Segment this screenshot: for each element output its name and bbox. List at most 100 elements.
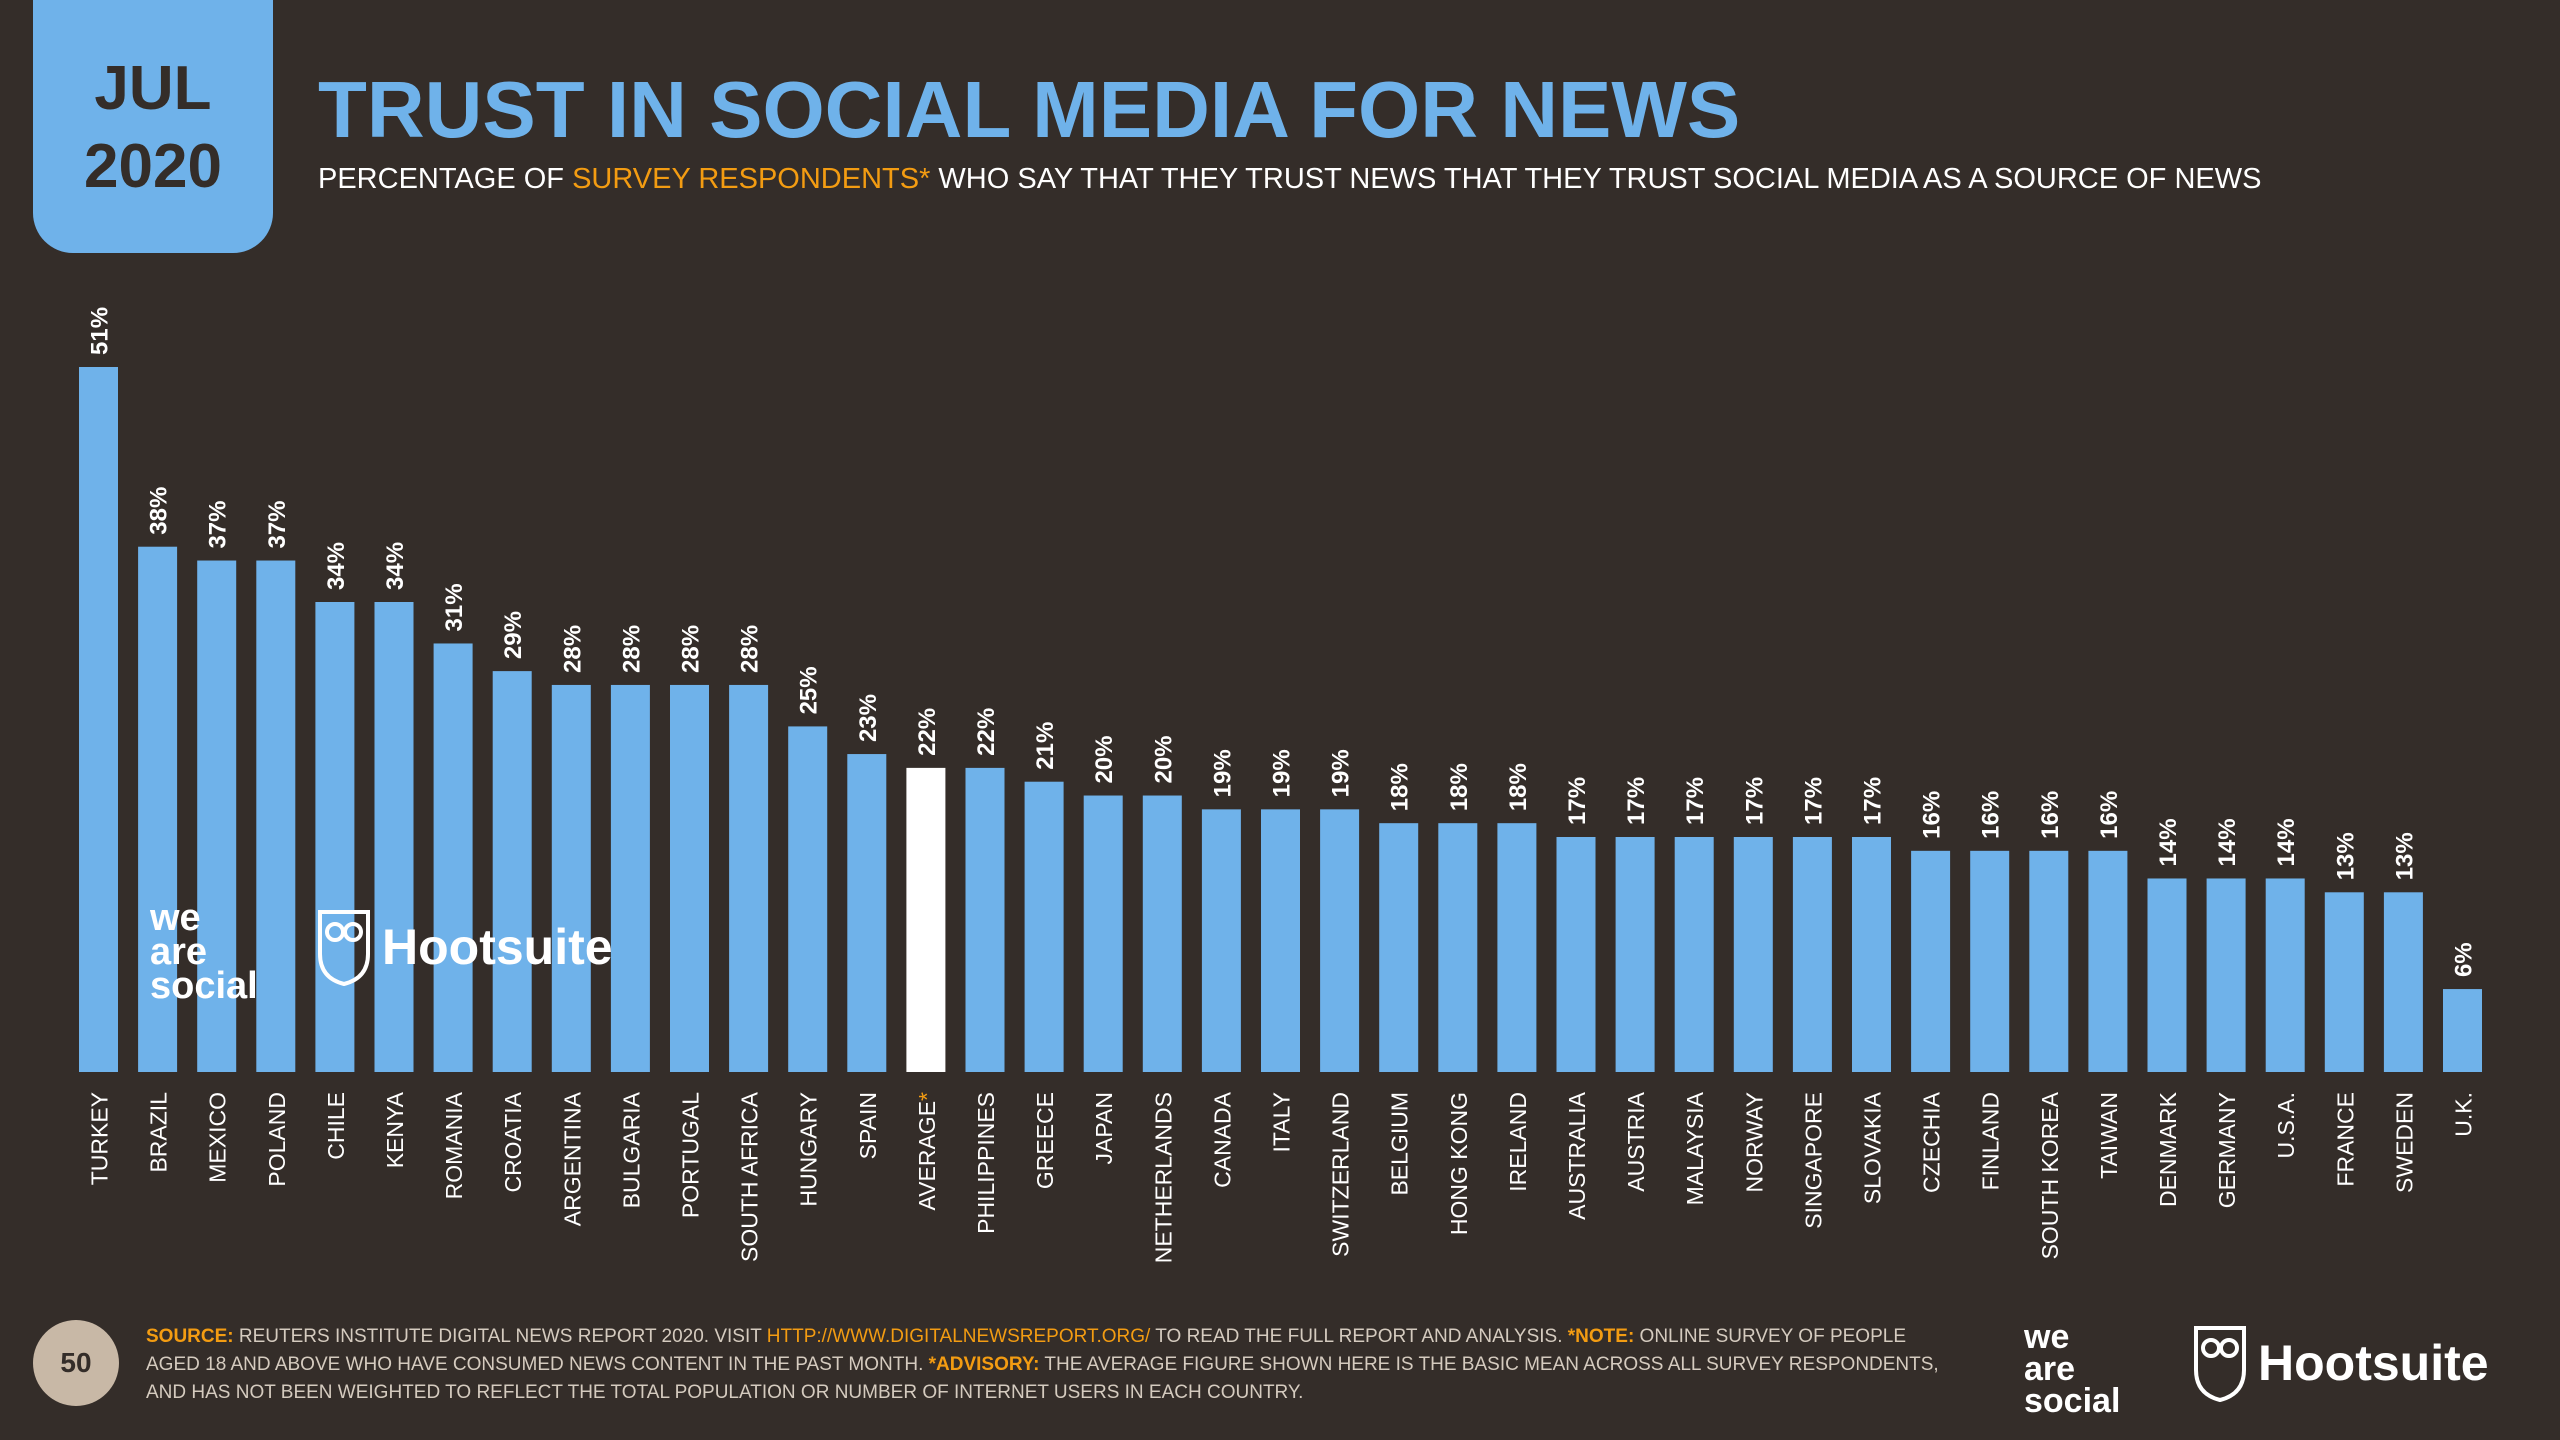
value-label: 17%	[1860, 777, 1887, 825]
bar-average	[906, 767, 946, 1072]
bar-hungary	[788, 726, 828, 1072]
watermark-hootsuite-text: Hootsuite	[382, 919, 613, 975]
category-label: BULGARIA	[618, 1091, 644, 1208]
value-label: 17%	[1741, 777, 1768, 825]
subtitle-text-start: PERCENTAGE OF	[318, 163, 573, 195]
bar-germany	[2206, 878, 2246, 1072]
bar-singapore	[1792, 837, 1832, 1072]
bar-italy	[1261, 809, 1300, 1072]
bar-japan	[1083, 795, 1123, 1072]
value-label: 38%	[146, 487, 173, 535]
category-label: GERMANY	[2214, 1092, 2240, 1208]
owl-logo-icon	[2194, 1326, 2246, 1403]
value-label: 34%	[382, 542, 409, 590]
category-label: JAPAN	[1091, 1092, 1117, 1164]
category-label: PHILIPPINES	[973, 1092, 999, 1234]
we-are-social-logo: we are social	[2024, 1318, 2120, 1414]
value-label: 34%	[323, 542, 350, 590]
bar-argentina	[551, 684, 591, 1072]
watermark-word-social: social	[150, 965, 258, 1001]
category-label: ARGENTINA	[559, 1091, 585, 1226]
value-label: 19%	[1209, 749, 1236, 797]
category-label: U.S.A.	[2273, 1092, 2299, 1158]
bar-portugal	[670, 684, 709, 1072]
bar-turkey	[79, 367, 118, 1072]
category-label: NORWAY	[1741, 1092, 1767, 1193]
category-label: HUNGARY	[796, 1092, 822, 1207]
value-label: 21%	[1032, 722, 1059, 770]
bar-france	[2324, 892, 2364, 1072]
category-label: KENYA	[382, 1091, 408, 1168]
bar-romania	[433, 643, 473, 1072]
value-label: 13%	[2332, 832, 2359, 880]
value-label: 18%	[1387, 763, 1414, 811]
bar-malaysia	[1674, 837, 1714, 1072]
bar-sweden	[2383, 892, 2423, 1072]
category-label: ITALY	[1269, 1092, 1295, 1153]
source-link[interactable]: HTTP://WWW.DIGITALNEWSREPORT.ORG/	[766, 1326, 1151, 1347]
bar-switzerland	[1320, 809, 1360, 1072]
value-label: 17%	[1800, 777, 1827, 825]
source-after-text: TO READ THE FULL REPORT AND ANALYSIS.	[1150, 1326, 1568, 1347]
source-text: REUTERS INSTITUTE DIGITAL NEWS REPORT 20…	[233, 1326, 767, 1347]
category-label: POLAND	[264, 1092, 290, 1187]
bar-chart: 51% TURKEY 38% BRAZIL 37% MEXICO 37% POLAND 34% C…	[79, 307, 2482, 1263]
value-label: 25%	[796, 666, 823, 714]
bar-austria	[1615, 837, 1655, 1072]
category-label: ROMANIA	[441, 1091, 467, 1199]
bar-finland	[1970, 850, 2010, 1072]
note-text: ONLINE SURVEY OF PEOPLE AGED 18 AND ABOV…	[146, 1326, 1906, 1375]
value-label: 17%	[1682, 777, 1709, 825]
value-label: 28%	[737, 625, 764, 673]
category-label: FRANCE	[2332, 1092, 2358, 1187]
category-label: AUSTRIA	[1623, 1091, 1649, 1191]
value-label: 16%	[2037, 791, 2064, 839]
value-label: 31%	[441, 583, 468, 631]
value-label: 19%	[1269, 749, 1296, 797]
category-label: CZECHIA	[1919, 1091, 1945, 1193]
value-label: 14%	[2214, 818, 2241, 866]
date-month: JUL	[94, 54, 212, 123]
bar-u-s-a	[2265, 878, 2305, 1072]
category-label: CROATIA	[500, 1091, 526, 1192]
value-label: 17%	[1564, 777, 1591, 825]
value-label: 18%	[1446, 763, 1473, 811]
bar-slovakia	[1852, 837, 1891, 1072]
date-badge: JUL 2020	[33, 0, 273, 253]
category-label: NETHERLANDS	[1150, 1092, 1176, 1263]
bar-ireland	[1497, 823, 1537, 1072]
category-label: CANADA	[1209, 1091, 1235, 1188]
footer-source-note: SOURCE: REUTERS INSTITUTE DIGITAL NEWS R…	[146, 1323, 1946, 1407]
value-label: 6%	[2451, 942, 2478, 977]
category-label: AUSTRALIA	[1564, 1091, 1590, 1219]
date-year: 2020	[84, 132, 222, 201]
page-title: TRUST IN SOCIAL MEDIA FOR NEWS	[318, 65, 1741, 154]
value-label: 22%	[973, 708, 1000, 756]
category-label: SWITZERLAND	[1328, 1092, 1354, 1257]
watermark-word-we: we	[150, 897, 201, 939]
value-label: 29%	[500, 611, 527, 659]
value-label: 16%	[1919, 791, 1946, 839]
subtitle-text-end: WHO SAY THAT THEY TRUST NEWS THAT THEY T…	[930, 163, 2262, 195]
value-label: 23%	[855, 694, 882, 742]
category-label: DENMARK	[2155, 1091, 2181, 1207]
value-label: 28%	[678, 625, 705, 673]
category-label: SPAIN	[855, 1092, 881, 1159]
bar-mexico	[197, 560, 237, 1072]
bar-spain	[847, 754, 887, 1072]
owl-icon	[318, 910, 370, 987]
bar-canada	[1201, 809, 1241, 1072]
category-label: CHILE	[323, 1092, 349, 1160]
category-label: SOUTH AFRICA	[737, 1091, 763, 1262]
category-label: SWEDEN	[2391, 1092, 2417, 1193]
bar-poland	[256, 560, 296, 1072]
bar-greece	[1024, 781, 1064, 1072]
category-label: TAIWAN	[2096, 1092, 2122, 1179]
bar-croatia	[492, 671, 532, 1072]
category-label: IRELAND	[1505, 1092, 1531, 1192]
value-label: 20%	[1091, 735, 1118, 783]
bar-chile	[315, 602, 355, 1072]
value-label: 16%	[1978, 791, 2005, 839]
category-label: SINGAPORE	[1800, 1092, 1826, 1229]
bar-netherlands	[1142, 795, 1182, 1072]
